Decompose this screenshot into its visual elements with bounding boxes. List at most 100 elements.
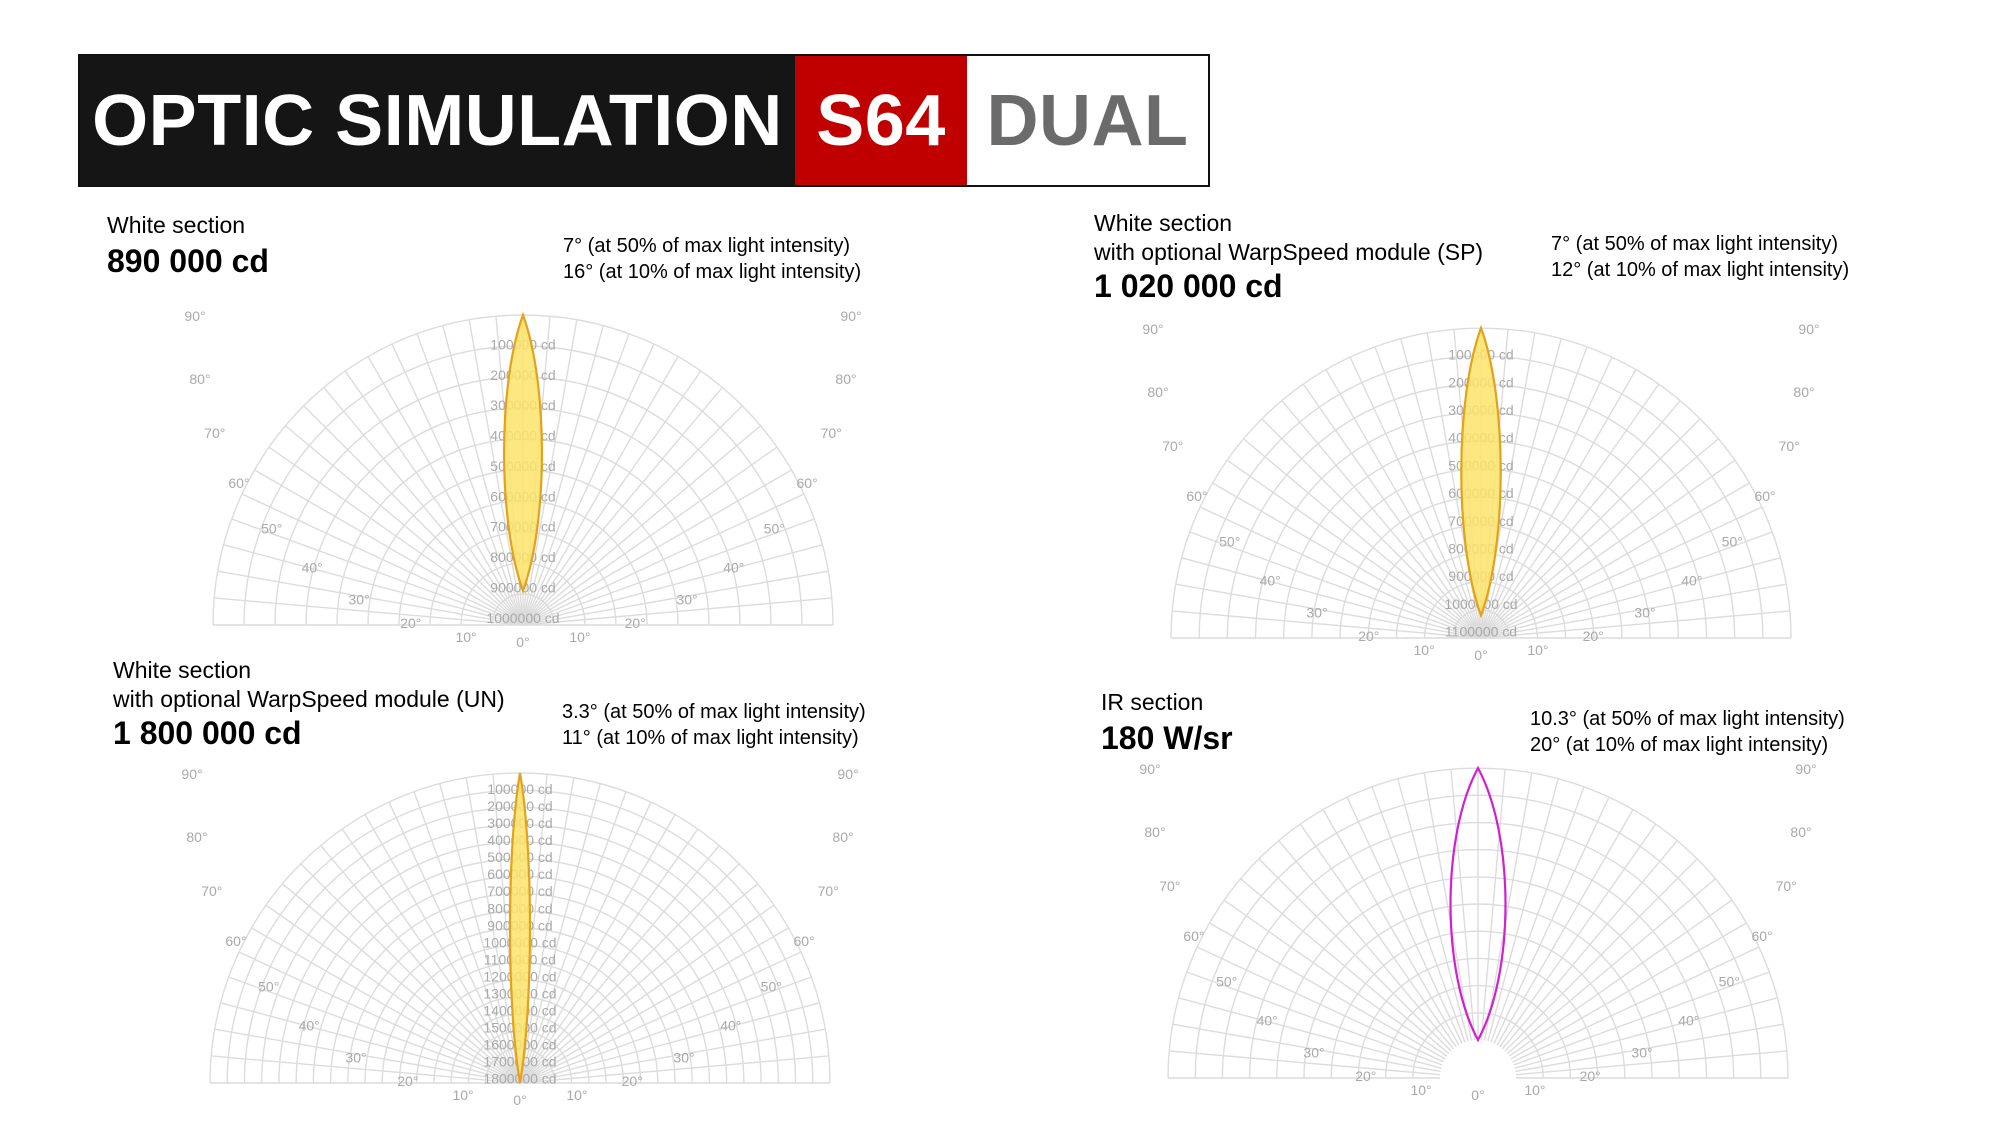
section-label-line: White section — [1094, 210, 1233, 236]
section-intensity: 180 W/sr — [1101, 720, 1233, 756]
beam-angle-50: 7° (at 50% of max light intensity) — [563, 235, 851, 257]
angle-tick-label: 20° — [1355, 1068, 1376, 1084]
grid-spoke — [519, 814, 676, 1084]
beam-angle-10: 16° (at 10% of max light intensity) — [563, 261, 862, 283]
grid-spoke — [1346, 796, 1463, 1044]
grid-spoke — [1493, 796, 1610, 1044]
angle-tick-label: 40° — [1257, 1013, 1278, 1029]
grid-spoke — [1480, 531, 1773, 639]
angle-tick-label: 10° — [1413, 642, 1434, 658]
section-label-line: IR section — [1101, 689, 1204, 715]
grid-spoke — [1209, 922, 1446, 1060]
grid-spoke — [1506, 878, 1716, 1055]
section-label-line: White section — [107, 212, 246, 238]
grid-spoke — [1278, 840, 1455, 1050]
grid-spoke — [1480, 557, 1781, 639]
section-intensity: 1 020 000 cd — [1094, 268, 1283, 304]
angle-tick-label: 80° — [189, 371, 210, 387]
grid-spoke — [522, 493, 805, 626]
angle-tick-label: 80° — [1147, 384, 1168, 400]
angle-tick-label: 30° — [1306, 604, 1327, 620]
angle-tick-label: 20° — [625, 615, 646, 631]
grid-spoke — [1302, 383, 1482, 639]
grid-spoke — [522, 343, 655, 626]
grid-spoke — [254, 469, 524, 626]
grid-spoke — [1299, 823, 1457, 1048]
beam-lobe — [1460, 324, 1502, 619]
section-label: IR section — [1101, 688, 1203, 717]
grid-spoke — [1480, 356, 1613, 639]
angle-tick-label: 20° — [1580, 1068, 1601, 1084]
model-badge: S64 — [795, 56, 967, 185]
grid-spoke — [522, 518, 815, 626]
grid-spoke — [265, 904, 521, 1084]
angle-tick-label: 60° — [1183, 928, 1204, 944]
angle-tick-label: 30° — [676, 591, 697, 607]
grid-spoke — [211, 1055, 521, 1084]
angle-tick-label: 70° — [1776, 878, 1797, 894]
grid-spoke — [220, 1002, 521, 1084]
angle-tick-label: 40° — [302, 560, 323, 576]
grid-spoke — [1508, 899, 1733, 1057]
grid-spoke — [519, 845, 720, 1084]
grid-spoke — [1423, 772, 1473, 1041]
grid-spoke — [522, 325, 604, 626]
grid-spoke — [214, 597, 524, 626]
angle-tick-label: 80° — [835, 371, 856, 387]
beam-angle-50: 3.3° (at 50% of max light intensity) — [562, 701, 866, 723]
grid-spoke — [1226, 459, 1482, 639]
grid-spoke — [522, 405, 743, 626]
grid-spoke — [303, 405, 524, 626]
grid-spoke — [519, 976, 812, 1084]
grid-spoke — [1504, 858, 1698, 1052]
angle-tick-label: 40° — [723, 560, 744, 576]
angle-tick-label: 90° — [837, 766, 858, 782]
angle-tick-label: 50° — [1219, 533, 1240, 549]
grid-spoke — [519, 927, 789, 1084]
beam-angle-50: 10.3° (at 50% of max light intensity) — [1530, 708, 1845, 730]
grid-spoke — [522, 333, 630, 626]
grid-spoke — [519, 883, 758, 1084]
grid-spoke — [300, 863, 521, 1084]
grid-spoke — [519, 828, 699, 1084]
angle-tick-label: 0° — [1471, 1087, 1484, 1103]
angle-tick-label: 90° — [1142, 321, 1163, 337]
angle-tick-label: 10° — [1410, 1082, 1431, 1098]
grid-spoke — [1240, 878, 1450, 1055]
angle-tick-label: 80° — [832, 829, 853, 845]
angle-tick-label: 0° — [516, 634, 529, 650]
angle-tick-label: 30° — [1631, 1044, 1652, 1060]
grid-spoke — [1189, 531, 1482, 639]
grid-spoke — [519, 801, 652, 1084]
grid-spoke — [522, 544, 823, 626]
grid-spoke — [522, 370, 702, 626]
grid-spoke — [439, 783, 521, 1084]
grid-spoke — [241, 493, 524, 626]
grid-spoke — [285, 425, 524, 626]
angle-tick-label: 10° — [569, 629, 590, 645]
grid-spoke — [344, 370, 524, 626]
angle-tick-label: 10° — [452, 1087, 473, 1103]
angle-tick-label: 70° — [821, 425, 842, 441]
angle-tick-label: 70° — [1162, 438, 1183, 454]
grid-spoke — [519, 1002, 820, 1084]
angle-tick-label: 30° — [345, 1049, 366, 1065]
angle-tick-label: 10° — [1524, 1082, 1545, 1098]
angle-tick-label: 80° — [1790, 824, 1811, 840]
angle-tick-label: 80° — [1144, 824, 1165, 840]
grid-spoke — [522, 387, 723, 626]
beam-angles: 10.3° (at 50% of max light intensity) 20… — [1530, 706, 1845, 758]
angle-tick-label: 60° — [1751, 928, 1772, 944]
grid-spoke — [1487, 778, 1559, 1042]
grid-spoke — [1512, 946, 1760, 1063]
beam-angle-50: 7° (at 50% of max light intensity) — [1551, 233, 1839, 255]
grid-spoke — [251, 927, 521, 1084]
grid-spoke — [1199, 506, 1482, 639]
grid-spoke — [1172, 610, 1482, 639]
grid-spoke — [1490, 786, 1585, 1043]
beam-lobe — [1449, 765, 1507, 1043]
angle-tick-label: 30° — [348, 591, 369, 607]
grid-spoke — [1261, 418, 1482, 639]
beam-lobe — [508, 772, 532, 1084]
